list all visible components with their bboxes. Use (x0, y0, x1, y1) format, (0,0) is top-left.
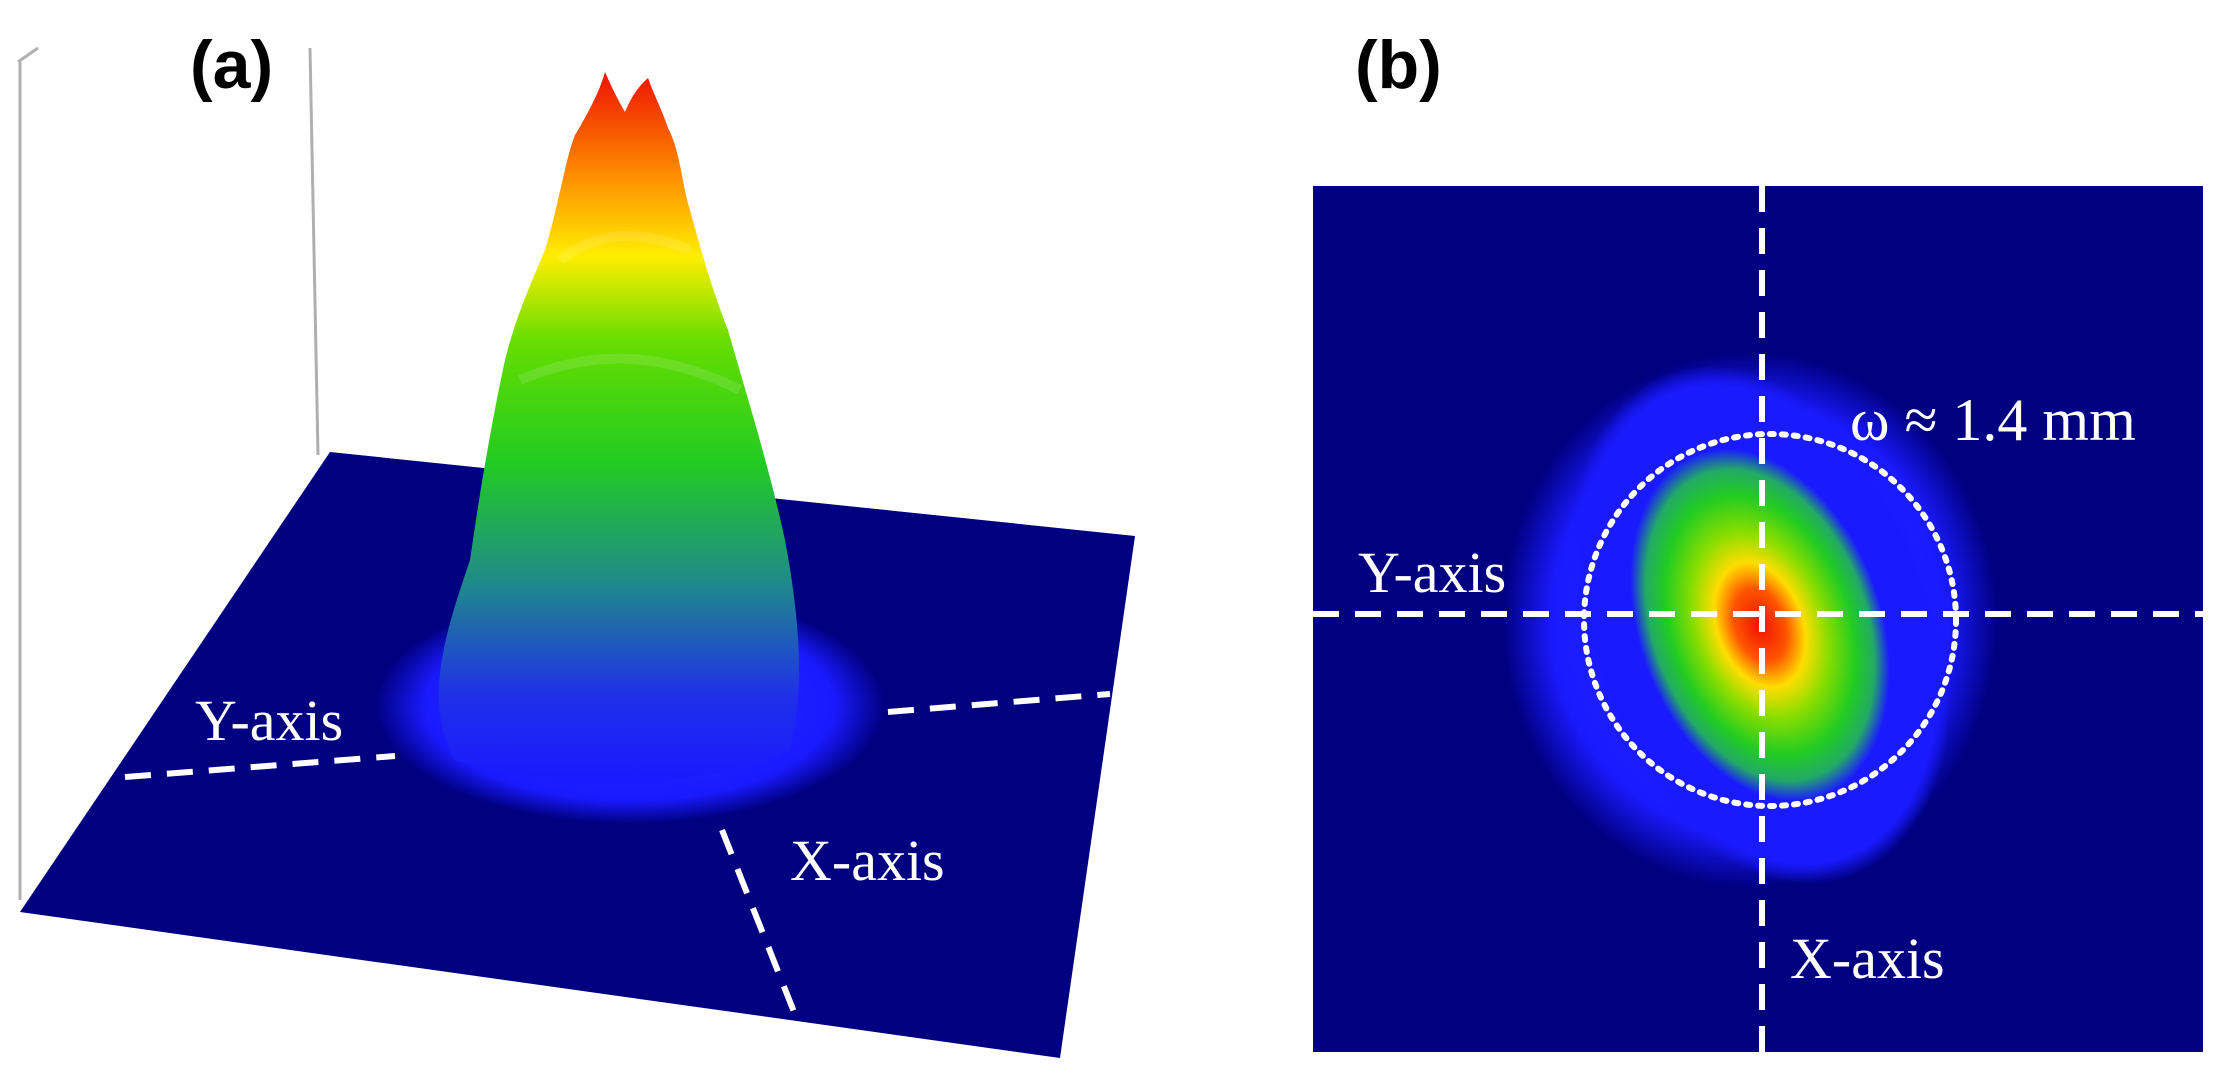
beam-waist-circle (1581, 431, 1959, 809)
panel-a-y-axis-label: Y-axis (195, 688, 343, 753)
panel-a-label: (a) (190, 27, 273, 103)
beam-peak-surface (438, 72, 800, 782)
peak-ridge-shading (518, 231, 743, 395)
panel-a-box-axes (17, 46, 320, 900)
panel-a-x-axis-label: X-axis (790, 828, 945, 893)
panel-b-y-axis-label: Y-axis (1358, 540, 1506, 605)
panel-a: (a) Y-axis X-axis (17, 27, 1135, 1058)
panel-b-x-axis-label: X-axis (1790, 926, 1945, 991)
panel-a-x-axis-line (719, 828, 801, 1024)
panel-b: (b) ω ≈ 1.4 mm Y-axis X-axis (1313, 27, 2203, 1052)
panel-a-y-axis-line (124, 753, 396, 780)
panel-b-label: (b) (1355, 27, 1442, 103)
panel-a-y-axis-line-right (887, 691, 1111, 715)
beam-waist-label: ω ≈ 1.4 mm (1850, 387, 2136, 453)
